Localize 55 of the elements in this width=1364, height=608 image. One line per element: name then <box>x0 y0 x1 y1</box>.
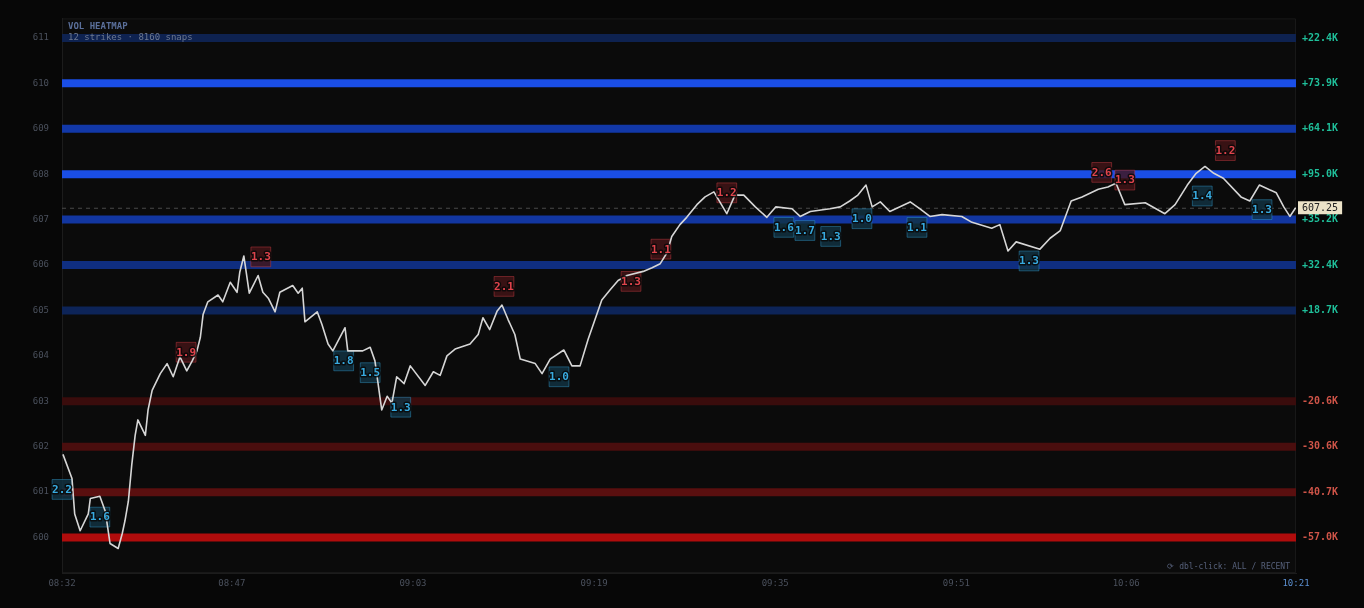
x-tick-label: 08:32 <box>48 577 76 588</box>
ref-line-label: -40.7K <box>1302 485 1339 497</box>
y-tick-label: 610 <box>32 77 49 88</box>
text: 12 strikes · 8160 snaps <box>68 31 193 42</box>
x-tick-label: 09:51 <box>942 577 970 588</box>
annotation: 1.0 <box>549 370 569 384</box>
y-tick-label: 604 <box>32 350 49 361</box>
y-tick-label: 603 <box>32 395 49 406</box>
ref-line-label: -57.0K <box>1302 531 1339 543</box>
annotation: 1.3 <box>1252 202 1272 216</box>
x-tick-label: 10:06 <box>1112 577 1140 588</box>
y-tick-label: 609 <box>32 123 49 134</box>
chart-title: VOL HEATMAP <box>68 20 129 31</box>
x-tick-label: 10:21 <box>1282 577 1310 588</box>
ref-line-label: -30.6K <box>1302 440 1339 452</box>
annotation: 1.3 <box>250 250 271 264</box>
ref-line-label: -20.6K <box>1302 394 1339 406</box>
ref-line-label: +95.0K <box>1302 167 1339 179</box>
annotation: 1.9 <box>176 345 197 359</box>
annotation: 1.2 <box>1215 143 1236 157</box>
x-tick-label: 09:35 <box>761 577 789 588</box>
annotation: 1.8 <box>333 354 354 368</box>
ref-line-label: +32.4K <box>1302 258 1339 270</box>
annotation: ⟳ dbl-click: ALL / RECENT <box>1167 562 1291 572</box>
annotation: 1.3 <box>621 274 641 288</box>
x-tick-label: 09:03 <box>399 577 427 588</box>
annotation: 1.4 <box>1192 189 1213 203</box>
annotation: 1.1 <box>907 220 928 234</box>
y-tick-label: 605 <box>32 304 49 315</box>
x-tick-label: 08:47 <box>218 577 246 588</box>
y-tick-label: 601 <box>32 486 49 497</box>
annotation: 1.3 <box>390 400 411 414</box>
annotation: 1.2 <box>716 186 737 200</box>
ref-line-label: 607.25 <box>1302 201 1339 213</box>
annotation: 1.3 <box>1114 173 1135 187</box>
annotation: 2.1 <box>494 279 515 293</box>
annotation: 1.7 <box>794 223 815 237</box>
ref-line-label: +35.2K <box>1302 213 1339 225</box>
y-tick-label: 600 <box>32 531 49 542</box>
ref-line-label: +22.4K <box>1302 31 1339 43</box>
annotation: 2.2 <box>52 482 72 496</box>
ref-line-label: +18.7K <box>1302 304 1339 316</box>
ref-line-label: +64.1K <box>1302 122 1339 134</box>
y-tick-label: 607 <box>32 213 49 224</box>
y-tick-label: 608 <box>32 168 49 179</box>
annotation: 1.3 <box>820 229 841 243</box>
y-tick-label: 602 <box>32 441 49 452</box>
ref-line-label: +73.9K <box>1302 76 1339 88</box>
y-tick-label: 606 <box>32 259 49 270</box>
y-tick-label: 611 <box>32 32 49 43</box>
x-tick-label: 09:19 <box>580 577 608 588</box>
annotation: 2.6 <box>1091 165 1113 179</box>
annotation: 1.6 <box>773 220 795 234</box>
annotation: 1.0 <box>852 212 872 226</box>
annotation: 1.3 <box>1019 254 1039 268</box>
